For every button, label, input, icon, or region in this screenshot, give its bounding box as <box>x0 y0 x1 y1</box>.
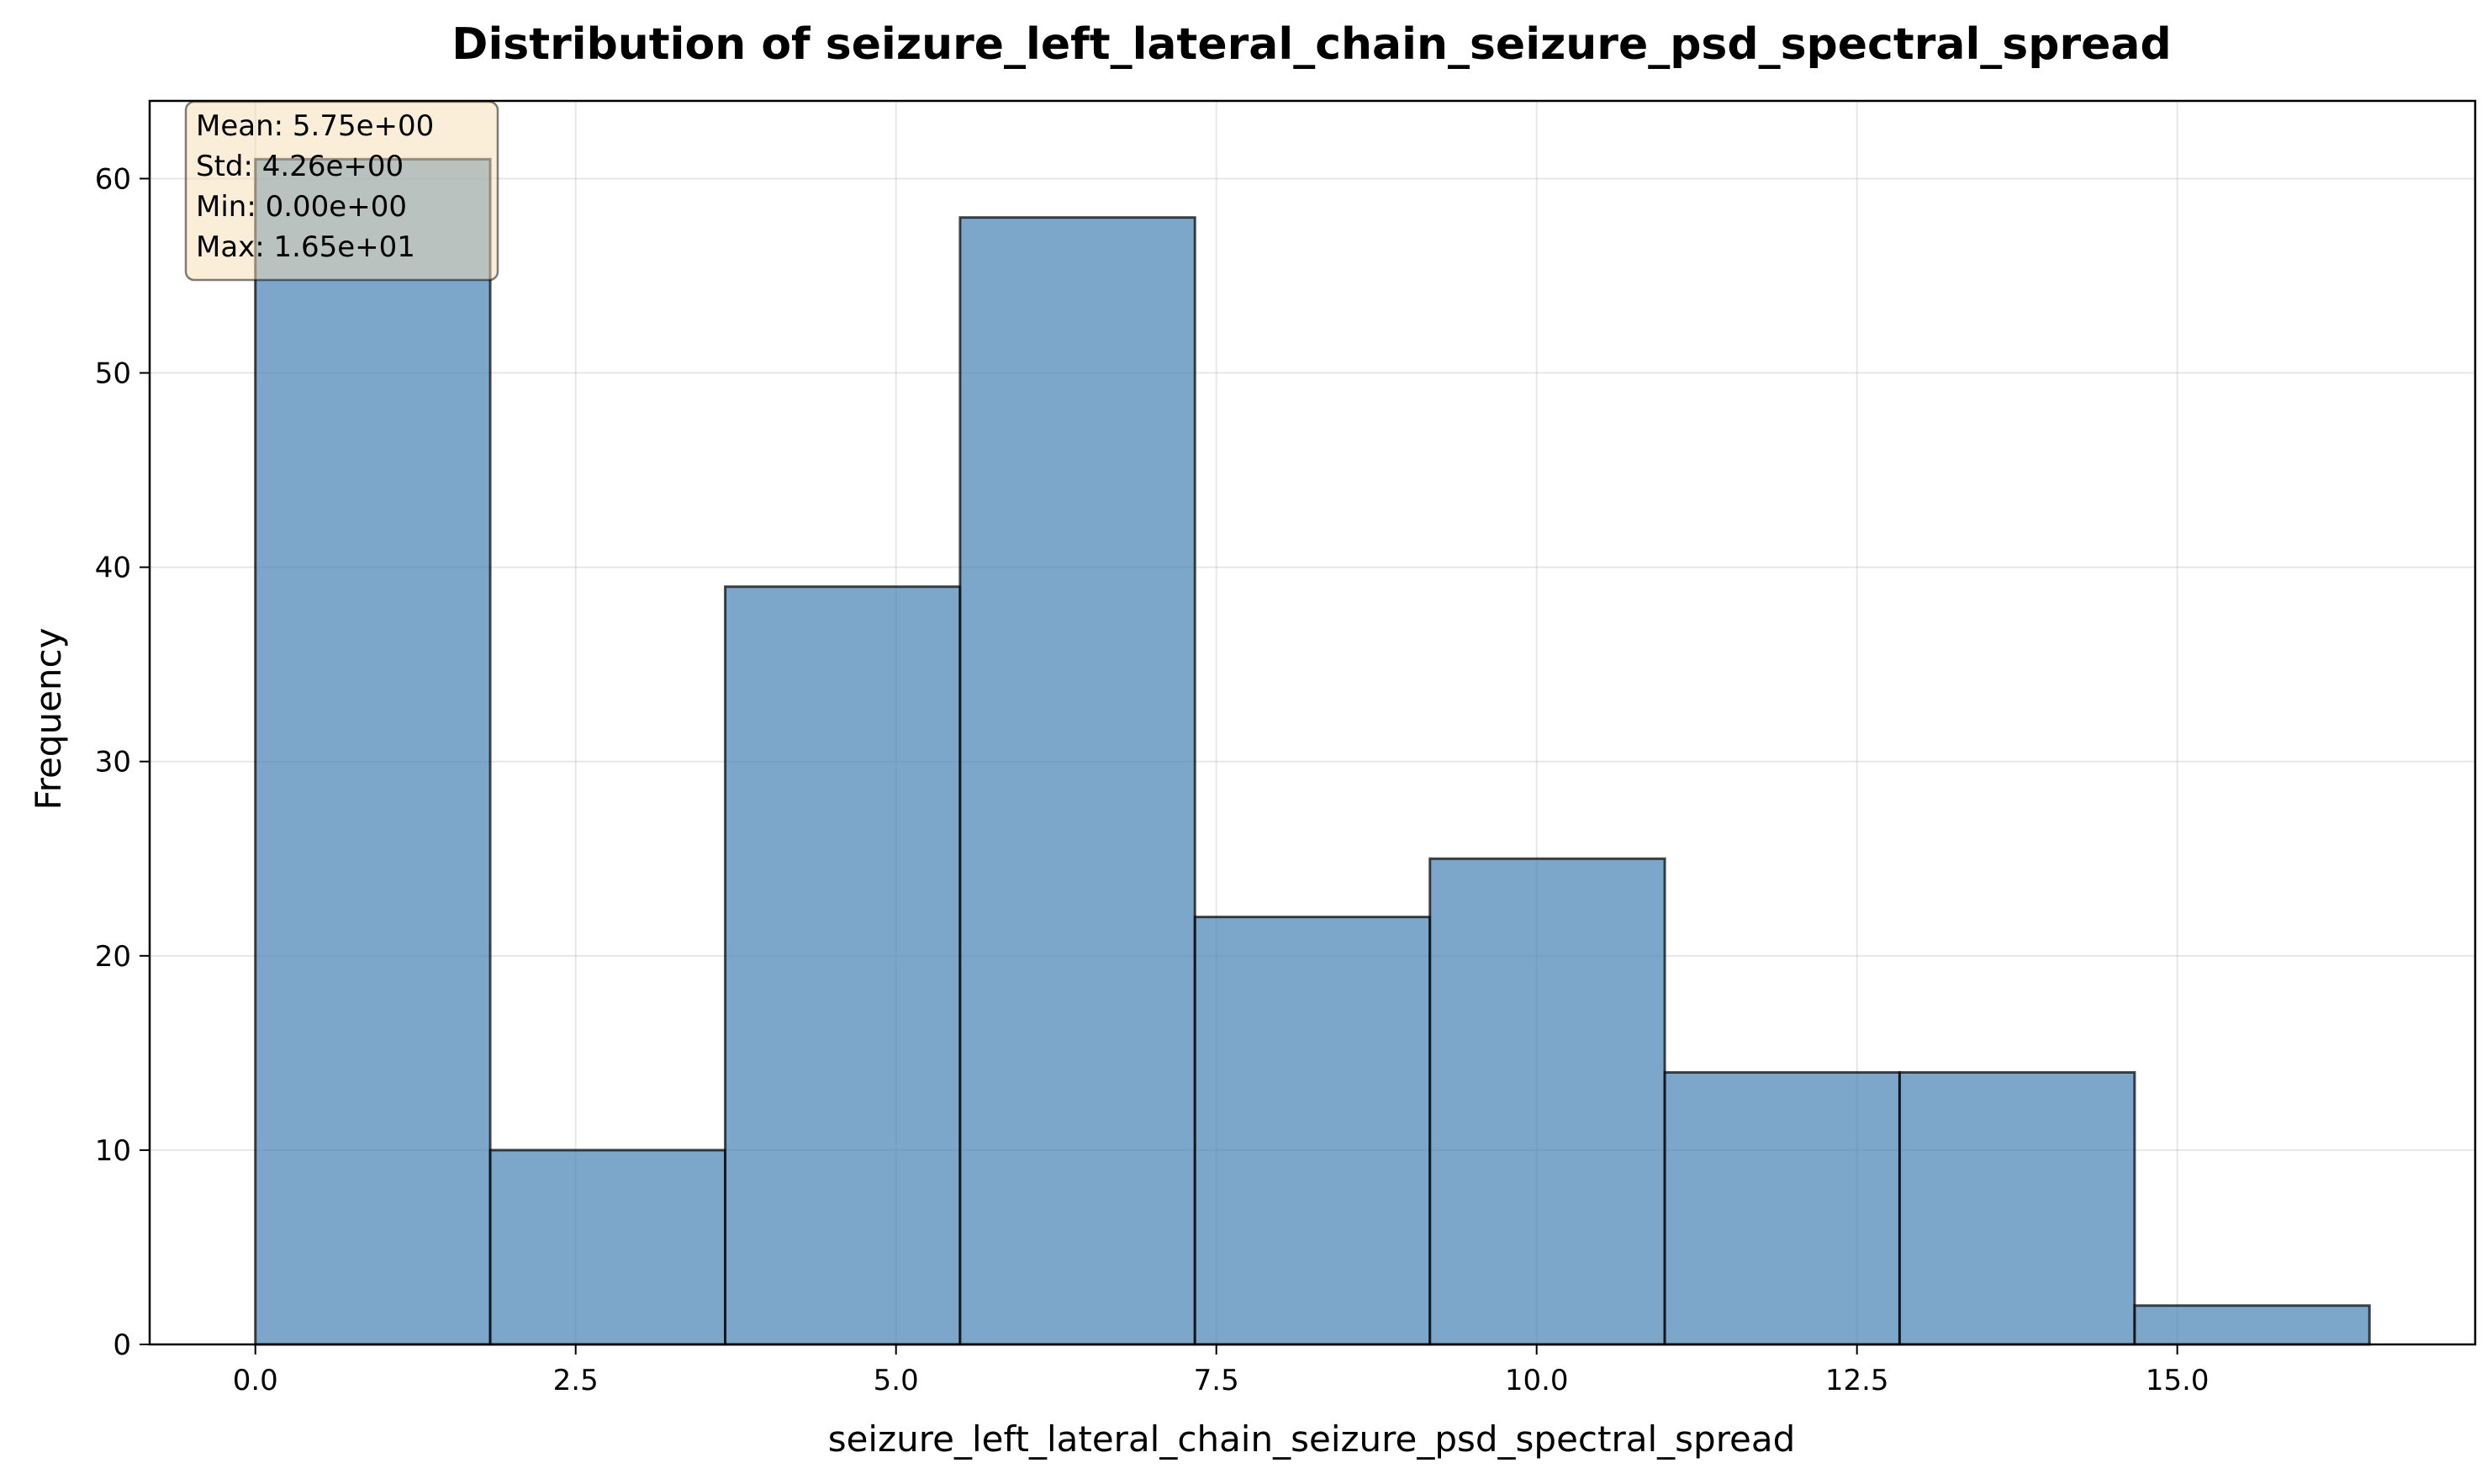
stats-line: Std: 4.26e+00 <box>196 150 404 183</box>
histogram-bar <box>254 157 492 1346</box>
x-axis-label: seizure_left_lateral_chain_seizure_psd_s… <box>828 1418 1796 1460</box>
histogram-bar <box>958 216 1196 1346</box>
stats-box: Mean: 5.75e+00 Std: 4.26e+00 Min: 0.00e+00… <box>184 100 499 282</box>
histogram-bar <box>488 1149 727 1346</box>
x-tick-label: 5.0 <box>874 1364 919 1397</box>
stats-line: Max: 1.65e+01 <box>196 230 415 264</box>
x-axis-ticks: 0.0 2.5 5.0 7.5 10.0 12.5 15.0 <box>233 1344 2210 1397</box>
y-axis-ticks: 0 10 20 30 40 50 60 <box>95 162 150 1362</box>
x-tick-label: 12.5 <box>1825 1364 1889 1397</box>
histogram-bar <box>2133 1304 2371 1346</box>
histogram-bar <box>1428 857 1666 1346</box>
histogram-bar <box>1663 1070 1901 1346</box>
y-tick-label: 30 <box>95 746 131 779</box>
histogram-bars <box>254 157 2371 1346</box>
y-tick-label: 50 <box>95 357 131 391</box>
histogram-bar <box>724 585 962 1346</box>
y-tick-label: 40 <box>95 552 131 585</box>
y-axis-label: Frequency <box>28 628 69 811</box>
x-tick-label: 0.0 <box>233 1364 278 1397</box>
x-tick-label: 7.5 <box>1194 1364 1239 1397</box>
stats-line: Min: 0.00e+00 <box>196 190 407 224</box>
y-tick-label: 20 <box>95 940 131 974</box>
y-tick-label: 0 <box>113 1328 131 1362</box>
stats-line: Mean: 5.75e+00 <box>196 109 434 143</box>
x-tick-label: 2.5 <box>553 1364 599 1397</box>
x-tick-label: 15.0 <box>2146 1364 2210 1397</box>
histogram-bar <box>1898 1070 2136 1346</box>
y-tick-label: 60 <box>95 162 131 196</box>
y-tick-label: 10 <box>95 1134 131 1168</box>
chart-title: Distribution of seizure_left_lateral_cha… <box>451 19 2171 70</box>
stats-box-background <box>184 100 499 282</box>
x-tick-label: 10.0 <box>1505 1364 1569 1397</box>
plot-frame <box>148 99 2477 1346</box>
histogram-bar <box>1193 916 1432 1346</box>
